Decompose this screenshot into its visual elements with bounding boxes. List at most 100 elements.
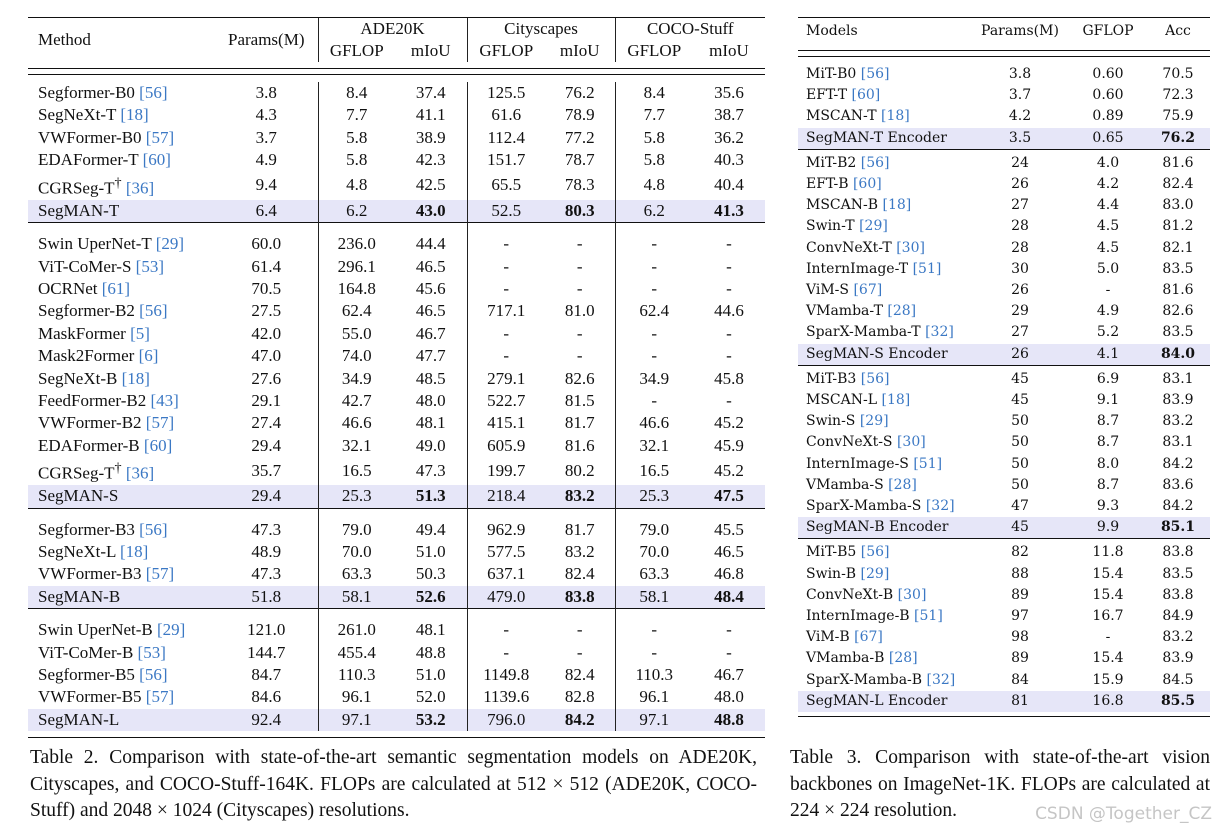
table-row: InternImage-B [51] 97 16.7 84.9 — [798, 606, 1210, 627]
value-cell: 27 — [1011, 197, 1029, 214]
value-cell: 48.9 — [251, 542, 282, 562]
citation-link[interactable]: [18] — [882, 197, 912, 214]
citation-link[interactable]: [60] — [851, 87, 881, 104]
value-cell: 51.8 — [215, 585, 318, 609]
citation-link[interactable]: [32] — [925, 498, 955, 515]
value-cell: 218.4 — [466, 485, 545, 509]
citation-link[interactable]: [32] — [925, 324, 954, 341]
value-cell: 3.8 — [1008, 66, 1032, 82]
citation-link[interactable]: [28] — [887, 303, 917, 320]
value-cell: - — [726, 642, 732, 662]
citation-link[interactable]: [29] — [860, 565, 890, 582]
citation-link[interactable]: [5] — [130, 323, 150, 343]
value-cell: 50 — [1011, 455, 1029, 472]
citation-link[interactable]: [60] — [143, 435, 173, 455]
model-name: SegMAN-B — [38, 586, 121, 606]
model-name: VWFormer-B0 — [38, 127, 142, 147]
citation-link[interactable]: [28] — [888, 476, 917, 493]
model-name-cell: Mask2Former [6] — [28, 345, 215, 367]
table-3-header: Models Params(M) GFLOP Acc — [798, 18, 1210, 44]
citation-link[interactable]: [67] — [853, 282, 883, 299]
citation-link[interactable]: [57] — [145, 127, 175, 147]
citation-link[interactable]: [51] — [913, 455, 943, 472]
table-row: ViT-CoMer-S [53] 61.4 296.1 46.5- - - - — [28, 255, 765, 278]
citation-link[interactable]: [57] — [145, 687, 175, 707]
citation-link[interactable]: [30] — [896, 239, 925, 256]
model-name: SegMAN-S Encoder — [806, 345, 948, 362]
model-name-cell: Swin UperNet-B [29] — [28, 608, 215, 642]
citation-link[interactable]: [61] — [101, 278, 131, 298]
citation-link[interactable]: [56] — [139, 83, 168, 102]
model-name: ConvNeXt-B — [806, 586, 894, 603]
citation-link[interactable]: [29] — [156, 620, 186, 640]
citation-link[interactable]: [57] — [145, 564, 175, 584]
citation-link[interactable]: [32] — [926, 671, 956, 688]
value-cell: 0.60 — [1092, 66, 1124, 82]
citation-link[interactable]: [29] — [859, 218, 888, 235]
citation-link[interactable]: [29] — [859, 413, 889, 430]
citation-link[interactable]: [30] — [897, 586, 927, 603]
citation-link[interactable]: [57] — [145, 413, 175, 433]
model-name-cell: ConvNeXt-S [30] — [798, 432, 970, 453]
model-name: MiT-B5 — [806, 544, 857, 561]
citation-link[interactable]: [60] — [852, 176, 882, 193]
citation-link[interactable]: [51] — [912, 260, 942, 277]
highlighted-row: SegMAN-S Encoder 26 4.1 84.0 — [798, 343, 1210, 366]
header-acc: Acc — [1165, 23, 1191, 39]
citation-link[interactable]: [6] — [138, 346, 159, 366]
model-name: CGRSeg-T — [38, 463, 115, 483]
citation-link[interactable]: [56] — [860, 544, 890, 561]
value-cell: 48.1 — [395, 608, 467, 642]
citation-link[interactable]: [56] — [860, 66, 890, 82]
model-name-cell: Swin-T [29] — [798, 216, 970, 237]
citation-link[interactable]: [56] — [139, 519, 168, 539]
citation-link[interactable]: [28] — [888, 650, 918, 667]
highlighted-row: SegMAN-L Encoder 81 16.8 85.5 — [798, 690, 1210, 713]
model-name-cell: Swin-B [29] — [798, 564, 970, 585]
citation-link[interactable]: [56] — [860, 154, 890, 171]
model-name: VMamba-T — [806, 303, 883, 320]
model-name: SegNeXt-L — [38, 542, 116, 562]
model-name-cell: SegNeXt-T [18] — [28, 104, 215, 126]
model-name-cell: Swin-S [29] — [798, 411, 970, 432]
citation-link[interactable]: [18] — [120, 105, 149, 125]
value-cell: 30 — [1011, 260, 1029, 277]
value-cell: - — [726, 390, 732, 410]
table-row: SegNeXt-L [18] 48.9 70.0 51.0 577.5 83.2 70.0 4… — [28, 541, 765, 564]
citation-link[interactable]: [18] — [881, 392, 911, 409]
value-cell: - — [1105, 629, 1111, 646]
citation-link[interactable]: [18] — [120, 542, 149, 562]
value-cell: 83.1 — [1162, 434, 1194, 451]
value-cell: 796.0 — [466, 708, 545, 732]
value-cell: 45 — [1011, 392, 1029, 409]
citation-link[interactable]: [18] — [121, 368, 150, 388]
model-name-cell: EDAFormer-T [60] — [28, 149, 215, 171]
citation-link[interactable]: [51] — [914, 608, 943, 625]
citation-link[interactable]: [53] — [135, 256, 164, 276]
value-cell: 97.1 — [317, 708, 395, 732]
value-cell: - — [693, 222, 765, 256]
citation-link[interactable]: [30] — [896, 434, 926, 451]
citation-link[interactable]: [29] — [155, 234, 185, 254]
citation-link[interactable]: [56] — [139, 665, 168, 685]
citation-link[interactable]: [36] — [125, 463, 155, 483]
citation-link[interactable]: [53] — [137, 642, 166, 662]
value-cell: 42.3 — [415, 150, 446, 170]
citation-link[interactable]: [43] — [150, 390, 179, 410]
model-name: Swin UperNet-T — [38, 234, 152, 254]
table-row: Swin UperNet-T [29] 60.0 236.0 44.4- - - - — [28, 222, 765, 256]
value-cell: 58.1 — [317, 585, 395, 609]
citation-link[interactable]: [56] — [139, 301, 168, 321]
value-cell: - — [466, 608, 545, 642]
dagger-mark: † — [114, 174, 122, 191]
value-cell: 81.5 — [564, 390, 595, 410]
model-name: ConvNeXt-T — [806, 239, 892, 256]
citation-link[interactable]: [56] — [860, 370, 890, 387]
citation-link[interactable]: [67] — [854, 629, 883, 646]
citation-link[interactable]: [18] — [881, 108, 910, 125]
citation-link[interactable]: [60] — [142, 150, 171, 170]
value-cell: 27.6 — [251, 368, 282, 388]
value-cell: 1139.6 — [466, 686, 545, 709]
citation-link[interactable]: [36] — [125, 178, 155, 198]
value-cell: 70.0 — [614, 541, 693, 564]
